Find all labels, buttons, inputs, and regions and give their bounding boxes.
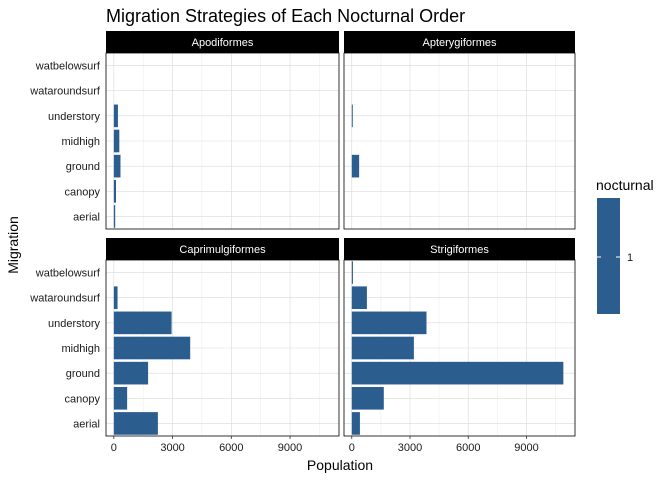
bar-midhigh [351,336,414,360]
bar-ground [113,154,121,178]
x-tick-label: 9000 [278,442,302,454]
facet-apterygiformes: Apterygiformes [343,31,576,230]
y-tick-label: ground [66,161,100,173]
bar-watbelowsurf [351,261,353,284]
panel-border [105,259,340,437]
bar-wataroundsurf [351,286,367,310]
x-tick-label: 0 [111,442,117,454]
legend-label: 1 [627,252,633,264]
bar-understory [351,104,353,128]
x-axis-title: Population [307,457,373,473]
panel-border [105,52,340,230]
y-tick-label: canopy [65,393,101,405]
y-tick-label: aerial [73,418,100,430]
bar-aerial [351,412,360,435]
facet-apodiformes: Apodiformes [105,31,340,230]
facet-strip [106,238,339,260]
y-tick-label: canopy [65,186,101,198]
bar-aerial [113,412,158,435]
facet-strip [344,31,575,53]
bar-canopy [113,179,116,203]
chart-title: Migration Strategies of Each Nocturnal O… [106,6,465,26]
facet-strigiformes: Strigiformes [343,238,576,437]
x-tick-label: 3000 [160,442,184,454]
legend-title: nocturnal [596,177,654,193]
facet-strip-label: Strigiformes [430,244,489,256]
facet-strip [106,31,339,53]
y-tick-label: wataroundsurf [29,86,101,98]
bar-canopy [351,386,384,410]
bar-ground [113,361,149,385]
x-tick-label: 6000 [219,442,243,454]
y-tick-label: midhigh [61,136,100,148]
facet-strip-label: Caprimulgiformes [179,244,266,256]
x-tick-label: 0 [349,442,355,454]
y-tick-label: aerial [73,211,100,223]
facet-strip-label: Apterygiformes [423,37,497,49]
bar-wataroundsurf [113,286,118,310]
y-tick-label: understory [48,318,100,330]
y-axis-title: Migration [5,216,21,274]
bar-understory [113,311,172,335]
facet-strip-label: Apodiformes [192,37,254,49]
x-tick-label: 9000 [514,442,538,454]
y-tick-label: midhigh [61,343,100,355]
legend-colorbar [597,198,620,314]
bar-understory [113,104,118,128]
bar-ground [351,361,564,385]
panel-border [343,52,576,230]
bar-midhigh [113,336,191,360]
y-tick-label: watbelowsurf [35,61,101,73]
panel-border [343,259,576,437]
bar-midhigh [113,129,120,153]
x-tick-label: 6000 [456,442,480,454]
bar-ground [351,154,360,178]
bar-aerial [113,205,116,228]
bar-canopy [113,386,128,410]
facet-strip [344,238,575,260]
x-tick-label: 3000 [398,442,422,454]
bar-understory [351,311,427,335]
y-tick-label: ground [66,368,100,380]
facet-caprimulgiformes: Caprimulgiformes [105,238,340,437]
y-tick-label: wataroundsurf [29,293,101,305]
y-tick-label: understory [48,111,100,123]
y-tick-label: watbelowsurf [35,268,101,280]
legend: nocturnal 1 [596,177,654,314]
